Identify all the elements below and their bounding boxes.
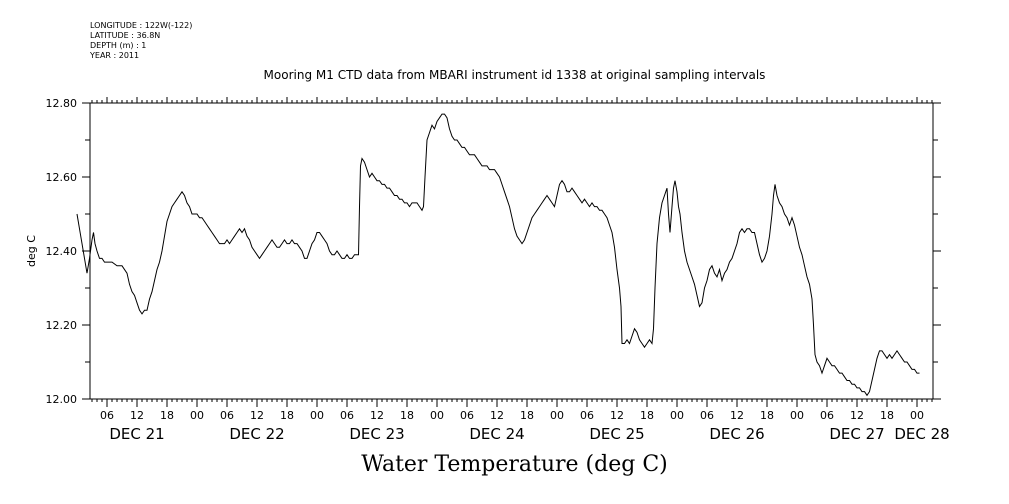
x-hour-label: 00: [670, 409, 684, 422]
y-axis-label: deg C: [25, 235, 38, 267]
x-hour-label: 18: [160, 409, 174, 422]
x-hour-label: 18: [400, 409, 414, 422]
x-hour-label: 12: [610, 409, 624, 422]
depth-text: DEPTH (m) : 1: [90, 41, 147, 50]
latitude-text: LATITUDE : 36.8N: [90, 31, 161, 40]
x-hour-label: 06: [460, 409, 474, 422]
x-day-label: DEC 26: [709, 425, 764, 443]
y-tick-label: 12.20: [46, 319, 78, 332]
x-day-label: DEC 25: [589, 425, 644, 443]
minor-ticks: [91, 100, 933, 402]
y-tick-label: 12.00: [46, 393, 78, 406]
x-hour-label: 00: [310, 409, 324, 422]
x-day-label: DEC 22: [229, 425, 284, 443]
y-axis: 12.00 12.20 12.40 12.60 12.80: [46, 97, 941, 406]
x-hour-label: 00: [430, 409, 444, 422]
x-hour-label: 12: [730, 409, 744, 422]
x-hour-label: 00: [550, 409, 564, 422]
x-hour-label: 18: [760, 409, 774, 422]
x-hour-label: 06: [220, 409, 234, 422]
chart-title: Mooring M1 CTD data from MBARI instrumen…: [263, 68, 766, 82]
y-tick-label: 12.80: [46, 97, 78, 110]
year-text: YEAR : 2011: [90, 51, 140, 60]
x-hour-label: 12: [130, 409, 144, 422]
longitude-text: LONGITUDE : 122W(-122): [90, 21, 193, 30]
x-hour-label: 18: [280, 409, 294, 422]
x-hour-label: 00: [190, 409, 204, 422]
x-hour-label: 00: [790, 409, 804, 422]
x-hour-label: 12: [850, 409, 864, 422]
plot-frame: [89, 102, 934, 400]
x-hour-label: 12: [250, 409, 264, 422]
temperature-series-line: [76, 113, 920, 397]
x-hour-label: 06: [100, 409, 114, 422]
x-hour-label: 18: [640, 409, 654, 422]
x-hour-label: 06: [580, 409, 594, 422]
y-tick-label: 12.40: [46, 245, 78, 258]
x-axis: 06 12 18 00 06 12 18 00 06 12 18 00 06 12 18 00 06 12 18 00…: [100, 97, 950, 443]
x-hour-label: 00: [910, 409, 924, 422]
x-day-label: DEC 28: [894, 425, 949, 443]
footer-title: Water Temperature (deg C): [361, 452, 668, 477]
metadata-block: LONGITUDE : 122W(-122) LATITUDE : 36.8N …: [90, 21, 192, 61]
y-tick-label: 12.60: [46, 171, 78, 184]
x-day-label: DEC 21: [109, 425, 164, 443]
x-hour-label: 06: [820, 409, 834, 422]
x-hour-label: 18: [520, 409, 534, 422]
x-hour-label: 18: [880, 409, 894, 422]
x-day-label: DEC 23: [349, 425, 404, 443]
x-hour-label: 06: [340, 409, 354, 422]
x-hour-label: 06: [700, 409, 714, 422]
x-hour-label: 12: [490, 409, 504, 422]
x-day-label: DEC 27: [829, 425, 884, 443]
x-hour-label: 12: [370, 409, 384, 422]
x-day-label: DEC 24: [469, 425, 524, 443]
